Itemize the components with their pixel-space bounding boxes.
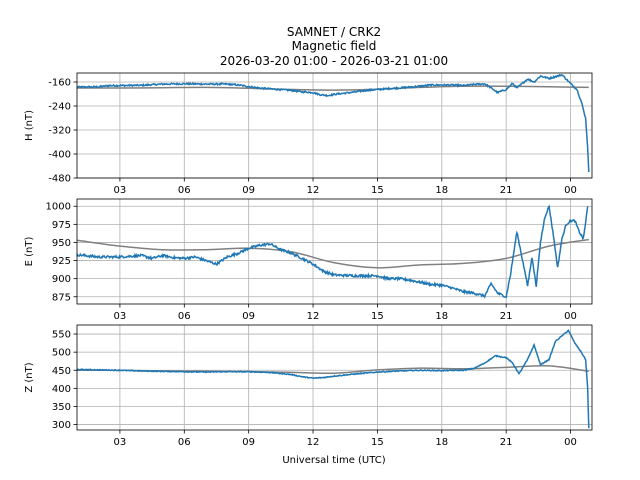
e-baseline-line: [76, 238, 589, 269]
h-measured-line: [76, 73, 590, 173]
e-ytick-label: 975: [52, 220, 71, 231]
h-ytick-label: -400: [48, 150, 71, 161]
e-xtick-label: 06: [178, 311, 191, 322]
h-ytick-label: -320: [48, 126, 71, 137]
h-xtick-label: 09: [242, 185, 255, 196]
e-ytick-label: 1000: [46, 202, 71, 213]
e-xtick-label: 09: [242, 311, 255, 322]
z-xtick-label: 21: [500, 437, 513, 448]
title-line-time-range: 2026-03-20 01:00 - 2026-03-21 01:00: [220, 54, 448, 68]
e-grid: [77, 199, 592, 304]
x-axis-label: Universal time (UTC): [282, 455, 385, 466]
e-axes-frame: [76, 198, 593, 305]
e-xtick-label: 00: [564, 311, 577, 322]
e-xtick-label: 15: [371, 311, 384, 322]
z-ticks: 03 06 09 12 15 18 21 00 300 350 400 450 500 550: [52, 330, 577, 448]
z-ytick-label: 400: [52, 384, 71, 395]
e-ytick-label: 925: [52, 256, 71, 267]
z-baseline-line: [76, 365, 589, 375]
e-measured-line: [76, 204, 589, 299]
z-xtick-label: 18: [435, 437, 448, 448]
z-xtick-label: 12: [307, 437, 320, 448]
z-ytick-label: 500: [52, 348, 71, 359]
e-xtick-label: 18: [435, 311, 448, 322]
z-ytick-label: 550: [52, 330, 71, 341]
title-line-station: SAMNET / CRK2: [287, 25, 381, 39]
h-ytick-label: -480: [48, 174, 71, 185]
z-xtick-label: 06: [178, 437, 191, 448]
e-ytick-label: 950: [52, 238, 71, 249]
panel-z: 03 06 09 12 15 18 21 00 300 350 400 450 500 550 Z (nT…: [24, 324, 593, 448]
h-grid: [77, 73, 592, 179]
h-ylabel: H (nT): [24, 110, 35, 141]
panel-e: 03 06 09 12 15 18 21 00 875 900 925 950 975 1000 E (n…: [24, 198, 593, 322]
e-ytick-label: 900: [52, 274, 71, 285]
z-ytick-label: 350: [52, 402, 71, 413]
z-axes-frame: [76, 324, 593, 431]
h-axes-frame: [76, 72, 593, 179]
z-xtick-label: 15: [371, 437, 384, 448]
h-baseline-line: [76, 85, 589, 91]
h-xtick-label: 03: [114, 185, 127, 196]
h-ticks: 03 06 09 12 15 18 21 00 -160 -240 -320 -400 -480: [48, 78, 577, 197]
e-xtick-label: 21: [500, 311, 513, 322]
z-measured-line: [77, 329, 590, 429]
figure-title: SAMNET / CRK2 Magnetic field 2026-03-20 …: [220, 25, 448, 68]
h-xtick-label: 21: [500, 185, 513, 196]
e-xtick-label: 12: [307, 311, 320, 322]
h-xtick-label: 12: [307, 185, 320, 196]
z-ytick-label: 300: [52, 420, 71, 431]
z-xtick-label: 00: [564, 437, 577, 448]
e-ticks: 03 06 09 12 15 18 21 00 875 900 925 950 975 1000: [46, 202, 577, 322]
title-line-quantity: Magnetic field: [292, 39, 377, 53]
z-xtick-label: 03: [114, 437, 127, 448]
e-ylabel: E (nT): [24, 237, 35, 267]
e-xtick-label: 03: [114, 311, 127, 322]
h-ytick-label: -240: [48, 102, 71, 113]
h-xtick-label: 18: [435, 185, 448, 196]
h-ytick-label: -160: [48, 78, 71, 89]
z-ylabel: Z (nT): [24, 362, 35, 392]
e-ytick-label: 875: [52, 292, 71, 303]
z-xtick-label: 09: [242, 437, 255, 448]
z-ytick-label: 450: [52, 366, 71, 377]
z-grid: [77, 325, 592, 430]
panel-h: 03 06 09 12 15 18 21 00 -160 -240 -320 -400 -480 H (…: [24, 72, 593, 197]
h-xtick-label: 06: [178, 185, 191, 196]
h-xtick-label: 15: [371, 185, 384, 196]
h-xtick-label: 00: [564, 185, 577, 196]
